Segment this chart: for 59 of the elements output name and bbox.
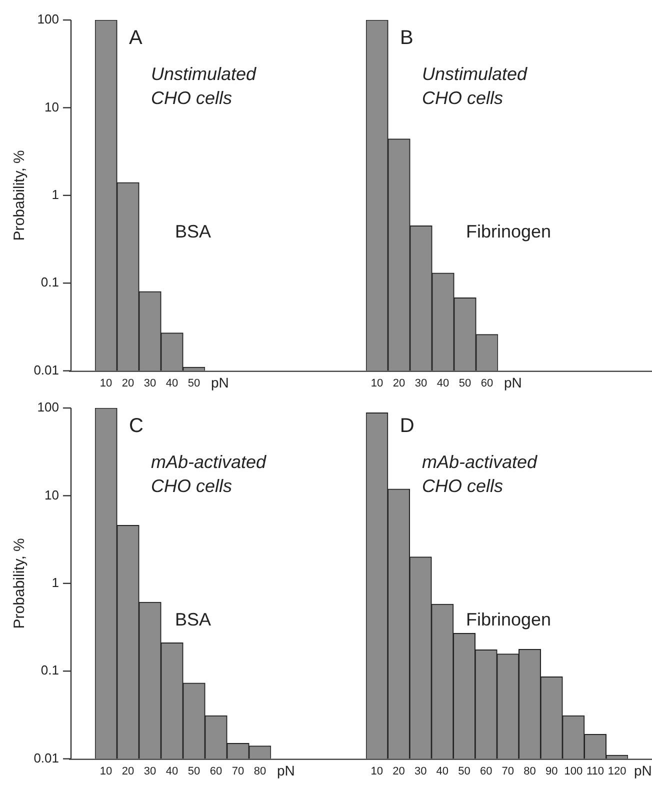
x-tick-label: 70: [232, 765, 244, 778]
x-tick-label: 50: [188, 377, 200, 390]
x-tick-label: 10: [370, 765, 384, 778]
x-tick-label: 10: [100, 765, 112, 778]
annotation: Unstimulated CHO cells: [422, 64, 528, 108]
annotation: BSA: [175, 221, 212, 242]
x-tick-label: 30: [144, 377, 156, 390]
x-tick-label: 40: [436, 377, 450, 390]
x-tick-label: 50: [188, 765, 200, 778]
annotation: mAb-activated CHO cells: [422, 452, 538, 496]
x-tick-label: 120: [608, 765, 626, 778]
annotation: C: [129, 415, 144, 437]
y-tick-label: 0.1: [40, 274, 59, 290]
annotation: Fibrinogen: [466, 221, 552, 242]
x-tick-label: 60: [480, 377, 494, 390]
x-tick-label: 30: [414, 377, 428, 390]
x-tick-label: 20: [392, 765, 405, 778]
y-tick-label: 1: [52, 186, 59, 202]
x-axis-title: pN: [634, 762, 652, 779]
x-axis-title: pN: [211, 374, 229, 391]
x-tick-label: 50: [458, 765, 470, 778]
y-tick-label: 10: [44, 99, 59, 114]
annotation: BSA: [175, 609, 212, 630]
annotation: A: [129, 27, 143, 49]
annotation: mAb-activated CHO cells: [151, 452, 268, 496]
x-tick-label: 100: [564, 765, 583, 778]
x-tick-label: 40: [436, 765, 449, 778]
x-axis-title: pN: [504, 374, 522, 391]
x-tick-label: 80: [254, 765, 266, 778]
x-tick-label: 70: [502, 765, 514, 778]
y-axis-title: Probability, %: [11, 538, 28, 629]
y-tick-label: 1: [52, 574, 59, 590]
x-tick-label: 80: [524, 765, 536, 778]
x-tick-label: 20: [122, 377, 134, 390]
x-tick-label: 30: [144, 765, 156, 778]
y-tick-label: 0.1: [40, 662, 59, 678]
y-axis-title: Probability, %: [11, 150, 28, 241]
x-tick-label: 110: [586, 765, 604, 778]
x-tick-label: 10: [370, 377, 384, 390]
annotation: B: [400, 27, 414, 49]
x-tick-label: 40: [166, 377, 178, 390]
x-axis-title: pN: [277, 762, 295, 779]
x-tick-label: 30: [414, 765, 427, 778]
x-tick-label: 40: [166, 765, 178, 778]
annotation: Unstimulated CHO cells: [151, 64, 258, 108]
x-tick-label: 50: [458, 377, 472, 390]
y-tick-label: 100: [37, 12, 59, 27]
x-tick-label: 60: [480, 765, 492, 778]
annotation: Fibrinogen: [466, 609, 552, 630]
x-tick-label: 60: [210, 765, 222, 778]
x-tick-label: 10: [100, 377, 112, 390]
x-tick-label: 20: [122, 765, 134, 778]
y-tick-label: 100: [37, 400, 59, 415]
annotation: D: [400, 415, 414, 437]
y-tick-label: 0.01: [34, 362, 59, 378]
x-tick-label: 20: [392, 377, 406, 390]
y-tick-label: 10: [44, 487, 59, 502]
y-tick-label: 0.01: [34, 750, 59, 766]
x-tick-label: 90: [545, 765, 558, 778]
